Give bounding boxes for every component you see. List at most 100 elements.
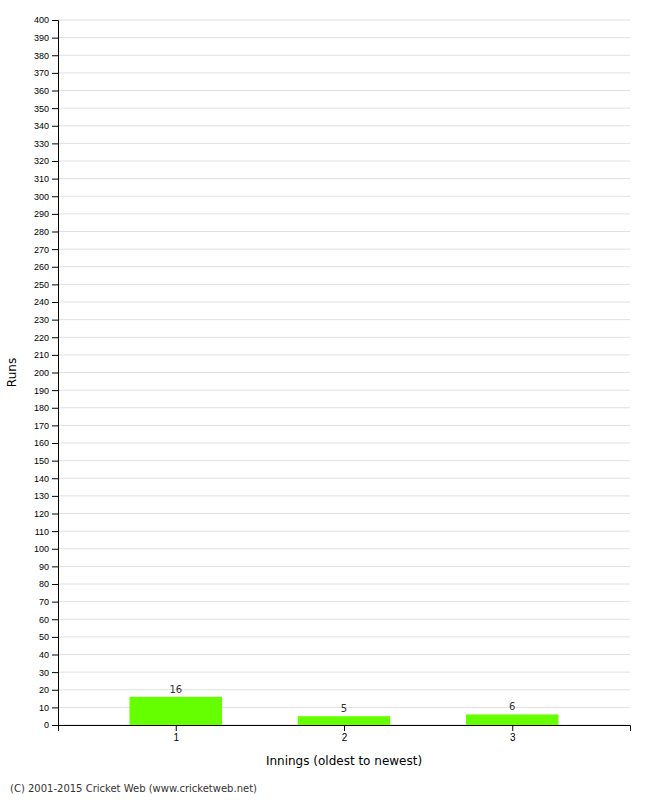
y-tick-label: 80 [39, 579, 49, 589]
y-tick: 30 [39, 668, 58, 678]
x-axis-title: Innings (oldest to newest) [266, 754, 422, 768]
y-tick-label: 380 [34, 51, 49, 61]
y-tick-label: 30 [39, 668, 49, 678]
y-tick: 0 [44, 720, 58, 730]
grid-line [58, 601, 630, 602]
y-tick: 340 [34, 121, 58, 131]
y-tick-label: 310 [34, 174, 49, 184]
y-tick: 270 [34, 245, 58, 255]
y-tick-mark [52, 91, 58, 92]
y-tick: 20 [39, 685, 58, 695]
grid-line [58, 231, 630, 232]
grid-line [58, 636, 630, 637]
y-tick: 290 [34, 209, 58, 219]
y-tick-label: 120 [34, 509, 49, 519]
y-tick: 370 [34, 68, 58, 78]
y-tick: 260 [34, 262, 58, 272]
y-tick-mark [52, 179, 58, 180]
y-tick-label: 190 [34, 386, 49, 396]
y-tick: 400 [34, 15, 58, 25]
x-tick-mark [512, 725, 513, 731]
grid-line [58, 108, 630, 109]
chart: 0102030405060708090100110120130140150160… [0, 0, 650, 800]
y-tick-label: 340 [34, 121, 49, 131]
y-tick: 130 [34, 491, 58, 501]
y-tick-label: 220 [34, 333, 49, 343]
y-tick-mark [52, 390, 58, 391]
y-tick-label: 390 [34, 33, 49, 43]
y-tick-mark [52, 373, 58, 374]
y-tick-mark [52, 108, 58, 109]
y-tick-mark [52, 196, 58, 197]
grid-line [58, 548, 630, 549]
y-tick-label: 400 [34, 15, 49, 25]
y-tick-mark [52, 443, 58, 444]
grid-line [58, 478, 630, 479]
y-tick-mark [52, 284, 58, 285]
grid-line [58, 425, 630, 426]
y-tick: 300 [34, 192, 58, 202]
y-tick: 170 [34, 421, 58, 431]
y-tick-label: 330 [34, 139, 49, 149]
grid-line [58, 37, 630, 38]
x-tick: 3 [510, 725, 516, 743]
y-tick: 10 [39, 703, 58, 713]
y-tick-label: 210 [34, 350, 49, 360]
data-labels: 1656 [169, 684, 515, 714]
y-tick: 360 [34, 86, 58, 96]
y-tick: 310 [34, 174, 58, 184]
y-tick: 380 [34, 51, 58, 61]
y-tick-mark [52, 602, 58, 603]
y-tick-mark [52, 249, 58, 250]
y-tick-mark [52, 143, 58, 144]
y-tick: 50 [39, 632, 58, 642]
grid-line [58, 72, 630, 73]
y-tick-mark [52, 725, 58, 726]
grid-line [58, 319, 630, 320]
y-tick-label: 200 [34, 368, 49, 378]
grid-line [58, 654, 630, 655]
data-label: 5 [341, 703, 347, 714]
grid-line [58, 619, 630, 620]
y-tick-label: 40 [39, 650, 49, 660]
y-tick-label: 240 [34, 297, 49, 307]
y-tick-label: 130 [34, 491, 49, 501]
grid-line [58, 161, 630, 162]
y-tick-mark [52, 531, 58, 532]
y-tick-label: 290 [34, 209, 49, 219]
y-tick-label: 270 [34, 245, 49, 255]
grid-line [58, 513, 630, 514]
y-tick-mark [52, 496, 58, 497]
y-tick-label: 70 [39, 597, 49, 607]
bar [130, 697, 223, 725]
y-tick-label: 110 [35, 527, 49, 537]
y-tick-label: 260 [34, 262, 49, 272]
y-tick-mark [52, 549, 58, 550]
y-tick-label: 0 [44, 720, 49, 730]
grid [58, 20, 630, 725]
y-tick: 140 [34, 474, 58, 484]
data-label: 16 [169, 684, 182, 695]
grid-line [58, 266, 630, 267]
x-axis: 123 [59, 725, 631, 743]
y-tick-mark [52, 161, 58, 162]
y-tick: 280 [34, 227, 58, 237]
x-tick-mark [176, 725, 177, 731]
grid-line [58, 302, 630, 303]
grid-line [58, 125, 630, 126]
y-tick: 60 [39, 615, 58, 625]
bars [130, 697, 559, 725]
grid-line [58, 354, 630, 355]
y-tick-mark [52, 55, 58, 56]
grid-line [58, 584, 630, 585]
y-tick-mark [52, 478, 58, 479]
y-tick-label: 60 [39, 615, 49, 625]
y-tick-label: 10 [39, 703, 49, 713]
grid-line [58, 495, 630, 496]
grid-line [58, 337, 630, 338]
grid-line [58, 143, 630, 144]
y-tick-label: 20 [39, 685, 49, 695]
x-tick-label: 1 [173, 732, 179, 743]
y-tick: 40 [39, 650, 58, 660]
y-tick-mark [52, 38, 58, 39]
